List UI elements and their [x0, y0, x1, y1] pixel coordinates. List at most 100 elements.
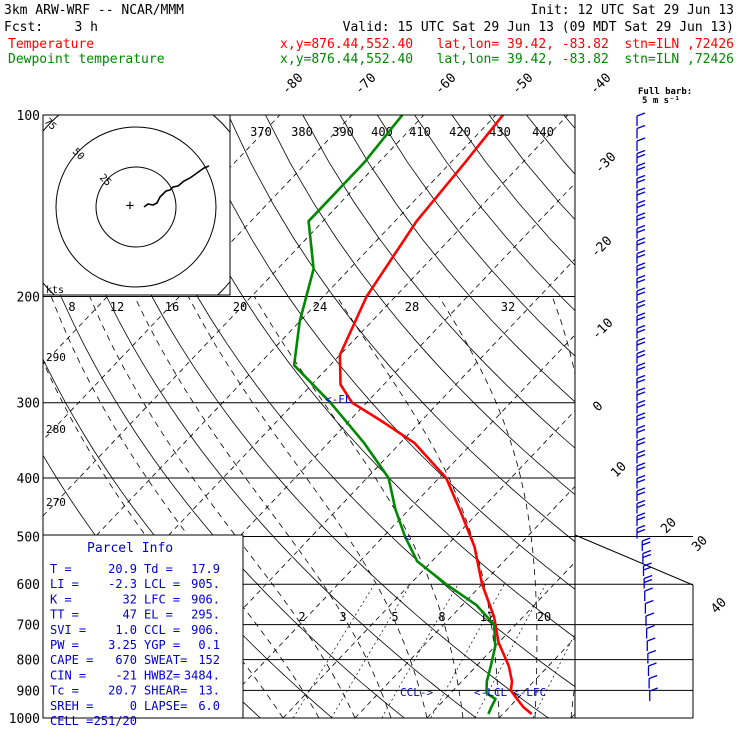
mixing-ratio-lower-label: 2 — [298, 610, 305, 624]
pressure-label-400: 400 — [17, 472, 40, 487]
wind-barb — [636, 387, 646, 401]
parcel-info-cell: HWBZ= — [144, 668, 180, 682]
parcel-info-cell: 20.9 — [108, 562, 137, 576]
parcel-info-cell: YGP = — [144, 638, 180, 652]
wind-barb — [648, 674, 658, 689]
hodograph-ring — [55, 126, 217, 288]
parcel-info-cell: 3484. — [184, 668, 220, 682]
wind-barb — [636, 499, 646, 514]
mixing-ratio-label: 32 — [501, 300, 515, 314]
wind-barb — [636, 274, 646, 289]
dry-adiabat — [376, 115, 575, 357]
diagram-diagonal-edge — [574, 534, 694, 586]
isotherm-line — [43, 115, 497, 593]
forecast-hour: Fcst: 3 h — [4, 20, 98, 35]
isotherm-label: 40 — [708, 595, 730, 617]
moist-adiabat — [50, 296, 320, 718]
wind-barb — [641, 537, 651, 551]
init-time: Init: 12 UTC Sat 29 Jun 13 — [531, 3, 735, 18]
isotherm-label: 20 — [658, 515, 680, 537]
parcel-info-cell: 47 — [123, 608, 137, 622]
isotherm-line — [715, 115, 740, 718]
hodograph-origin: + — [126, 198, 134, 214]
parcel-info-cell: -2.3 — [108, 577, 137, 591]
moist-adiabat — [187, 296, 428, 718]
pressure-axis: 100 200 300 400 500 600 700 800 900 1000 — [9, 109, 40, 727]
parcel-info-cell: LFC = — [144, 592, 180, 606]
level-annotations: <-FL CCL-> <-LCL <-LFC < — [325, 393, 546, 699]
wind-barbs — [636, 112, 658, 701]
isotherm-line — [498, 637, 575, 718]
full-barb-value: 5 m s⁻¹ — [642, 96, 680, 106]
isotherm-line — [570, 713, 575, 718]
valid-time: Valid: 15 UTC Sat 29 Jun 13 (09 MDT Sat … — [343, 20, 734, 35]
wind-barb — [636, 149, 646, 164]
pressure-label-200: 200 — [17, 291, 40, 306]
wind-barb — [636, 462, 646, 476]
parcel-info-cell: 20.7 — [108, 684, 137, 698]
wind-barb — [636, 137, 646, 151]
dry-adiabat — [638, 115, 740, 718]
theta-side-label: 270 — [46, 496, 66, 509]
theta-label: 430 — [489, 125, 511, 139]
dry-adiabat — [43, 117, 477, 718]
theta-label: 380 — [291, 125, 313, 139]
isotherm-label: -60 — [432, 71, 459, 98]
parcel-info-cell: 0.1 — [198, 638, 220, 652]
wind-barb — [636, 162, 646, 176]
dry-adiabat — [713, 115, 740, 718]
mixing-ratio-lower-label: 20 — [537, 610, 551, 624]
parcel-info-cell: SHEAR= — [144, 684, 187, 698]
parcel-info-cell: SREH = — [50, 699, 93, 713]
dry-adiabat — [227, 115, 575, 543]
mixing-ratio-line — [430, 584, 505, 718]
temperature-profile — [338, 115, 533, 715]
wind-barb — [636, 524, 646, 539]
mixing-ratio-line — [532, 633, 575, 718]
mixing-ratio-lower-label: 8 — [438, 610, 445, 624]
isotherm-line — [43, 115, 353, 441]
mixing-ratio-label: 12 — [110, 300, 124, 314]
theta-label: 370 — [250, 125, 272, 139]
wind-barb — [636, 449, 646, 464]
pressure-label-800: 800 — [17, 654, 40, 669]
level-annotation: <-LFC — [513, 686, 546, 699]
hodograph-frame — [42, 114, 231, 296]
theta-label: 440 — [532, 125, 554, 139]
parcel-info-cell: LAPSE= — [144, 699, 187, 713]
wind-barb — [636, 312, 646, 326]
dry-adiabat — [265, 115, 575, 496]
parcel-info-cell: LCL = — [144, 577, 180, 591]
dry-adiabat — [78, 115, 549, 718]
parcel-info-title: Parcel Info — [87, 541, 173, 556]
parcel-info-box: Parcel Info T = 20.9 Td = 17.9 LI = -2.3 LCL =… — [42, 534, 244, 728]
wind-barb — [636, 337, 646, 351]
moist-adiabat — [607, 297, 654, 719]
theta-side-label: 290 — [46, 351, 66, 364]
wind-barb — [636, 299, 646, 314]
parcel-info-cell: 0 — [130, 699, 137, 713]
parcel-info-cell: CELL = — [50, 714, 93, 728]
parcel-info-cell: Td = — [144, 562, 173, 576]
mixing-ratio-label: 20 — [233, 300, 247, 314]
parcel-info-cell: LI = — [50, 577, 79, 591]
pressure-label-500: 500 — [17, 530, 40, 545]
wind-barb — [645, 612, 655, 626]
pressure-label-900: 900 — [17, 684, 40, 699]
parcel-info-cell: 6.0 — [198, 699, 220, 713]
parcel-info-cell: T = — [50, 562, 72, 576]
isotherm-label: -20 — [588, 234, 615, 261]
isotherm-line — [43, 115, 425, 517]
dry-adiabat — [563, 115, 575, 129]
wind-barb — [636, 512, 646, 526]
pressure-label-1000: 1000 — [9, 712, 40, 727]
mixing-ratio-lower-label: 5 — [391, 610, 398, 624]
dewpoint-legend: Dewpoint temperature — [8, 52, 165, 67]
theta-label: 390 — [332, 125, 354, 139]
parcel-info-cell: 3.25 — [108, 638, 137, 652]
isotherm-label: -70 — [352, 71, 379, 98]
wind-barb — [649, 687, 658, 701]
isotherm-label: -10 — [589, 316, 616, 343]
moist-adiabat — [336, 296, 500, 718]
